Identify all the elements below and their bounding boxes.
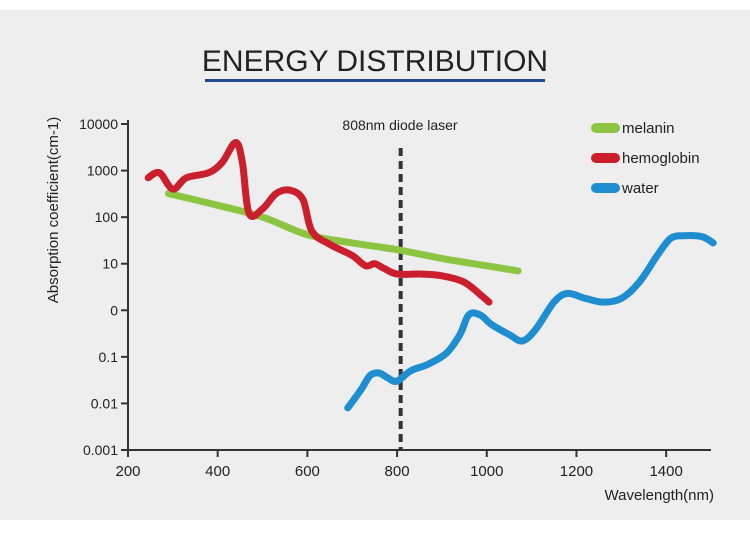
x-tick-label: 600 [295, 463, 320, 480]
legend-label-melanin: melanin [622, 120, 675, 137]
y-tick-label: 0.01 [91, 395, 118, 411]
y-axis-label: Absorption coefficient(cm-1) [45, 117, 62, 303]
title-underline [205, 79, 545, 82]
chart-title: ENERGY DISTRIBUTION [202, 45, 548, 78]
y-tick-label: 0.001 [83, 442, 118, 458]
legend-label-hemoglobin: hemoglobin [622, 150, 700, 167]
y-tick-label: 100 [95, 209, 119, 225]
y-tick-label: 10 [102, 256, 118, 272]
series-line-melanin [164, 190, 522, 275]
y-tick-label: 1000 [87, 163, 118, 179]
series-line-water [344, 232, 717, 412]
x-tick-label: 1000 [470, 463, 503, 480]
x-tick-label: 1200 [560, 463, 593, 480]
y-tick-label: 10000 [79, 116, 118, 132]
y-tick-label: 0 [110, 302, 118, 318]
x-tick-label: 1400 [649, 463, 682, 480]
x-tick-label: 800 [385, 463, 410, 480]
laser-marker-label: 808nm diode laser [342, 117, 458, 133]
x-tick-label: 400 [205, 463, 230, 480]
y-tick-label: 0.1 [99, 349, 119, 365]
x-tick-label: 200 [115, 463, 140, 480]
legend-label-water: water [621, 180, 659, 197]
x-axis-label: Wavelength(nm) [605, 487, 714, 504]
series-line-hemoglobin [144, 139, 493, 306]
